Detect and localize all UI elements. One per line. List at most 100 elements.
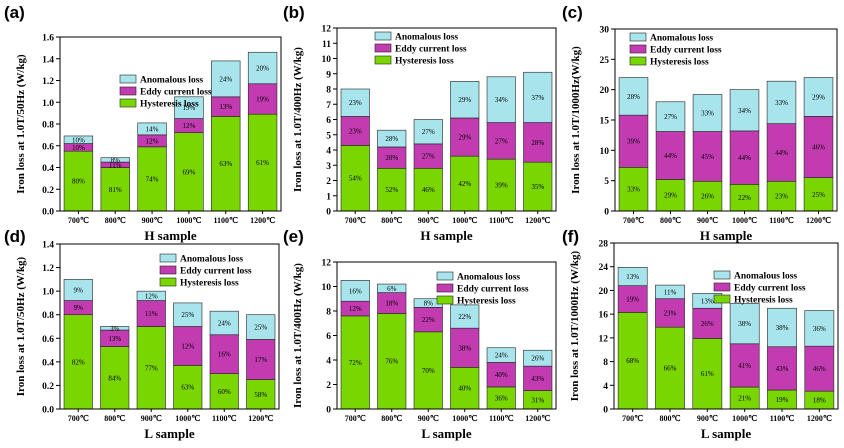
x-axis-label: L sample <box>701 426 751 441</box>
bar-segment <box>63 135 94 144</box>
legend-swatch <box>629 44 647 54</box>
panel-letter: (f) <box>562 227 579 246</box>
y-tick-label: 30 <box>600 26 610 36</box>
data-label: 22% <box>458 313 471 321</box>
y-tick-label: 8 <box>326 308 331 318</box>
bar-segment <box>211 116 241 212</box>
data-label: 61% <box>701 370 714 378</box>
data-label: 23% <box>775 193 788 201</box>
legend-label: Anomalous loss <box>457 273 520 283</box>
y-tick-label: 10 <box>600 147 610 157</box>
data-label: 27% <box>422 153 435 161</box>
y-tick-label: 0.8 <box>42 121 54 131</box>
x-tick-label: 800℃ <box>660 414 681 423</box>
data-label: 19% <box>626 296 639 304</box>
x-tick-label: 700℃ <box>623 216 644 225</box>
bar-segment <box>174 132 204 212</box>
data-label: 43% <box>776 365 789 373</box>
y-tick-label: 3 <box>326 162 331 172</box>
panel-letter: (d) <box>4 227 26 246</box>
bar-segment <box>766 80 797 124</box>
legend-swatch <box>713 282 731 292</box>
legend-label: Eddy current loss <box>457 285 529 295</box>
bar-segment <box>655 131 686 180</box>
y-tick-label: 2 <box>326 381 331 391</box>
bar-segment <box>173 365 203 410</box>
bar-segment <box>340 145 370 212</box>
bar-segment <box>340 280 370 302</box>
data-label: 11% <box>664 288 677 296</box>
y-tick-label: 5 <box>326 131 331 141</box>
x-tick-label: 800℃ <box>105 216 126 225</box>
data-label: 13% <box>108 335 121 343</box>
legend-swatch <box>159 253 177 263</box>
bar-segment <box>803 177 834 212</box>
bar-segment <box>450 327 480 368</box>
x-tick-label: 700℃ <box>68 414 89 423</box>
bar-segment <box>377 313 407 410</box>
y-tick-label: 0.4 <box>42 358 54 368</box>
bar-segment <box>100 157 130 163</box>
bar-segment <box>617 285 648 313</box>
bar-segment <box>655 298 685 328</box>
bar-segment <box>692 131 723 182</box>
x-tick-label: 1000℃ <box>452 414 477 423</box>
panel-letter: (a) <box>4 3 25 22</box>
y-tick-label: 20 <box>599 287 609 297</box>
bar-segment <box>618 114 649 168</box>
bar-segment <box>413 168 443 212</box>
y-tick-label: 0 <box>326 406 331 416</box>
legend-swatch <box>374 43 392 53</box>
data-label: 13% <box>626 273 639 281</box>
x-tick-label: 700℃ <box>68 216 89 225</box>
data-label: 29% <box>458 96 471 104</box>
bar-segment <box>450 155 480 212</box>
bar-segment <box>766 180 797 212</box>
y-tick-label: 0.0 <box>42 406 54 416</box>
y-tick-label: 1.2 <box>42 77 54 87</box>
data-label: 29% <box>458 134 471 142</box>
bar-segment <box>655 101 686 132</box>
plot-frame <box>59 36 282 212</box>
x-axis-label: L sample <box>144 426 194 441</box>
data-label: 36% <box>495 394 508 402</box>
bar-segment <box>729 184 760 212</box>
data-label: 52% <box>385 186 398 194</box>
x-tick-label: 1200℃ <box>807 414 832 423</box>
y-axis-label: Iron loss at 1.0T/400Hz (W/kg) <box>292 47 304 192</box>
chart-panel-3: (c) 0 5 10 15 20 25 30 33% 39% 28% 700℃ 29% 44% 27% 800… <box>562 3 838 243</box>
y-tick-label: 5 <box>604 177 609 187</box>
data-label: 33% <box>627 186 640 194</box>
bar-segment <box>729 303 760 345</box>
data-label: 39% <box>495 182 508 190</box>
data-label: 39% <box>627 138 640 146</box>
data-label: 37% <box>531 94 544 102</box>
bar-segment <box>804 345 835 392</box>
data-label: 13% <box>219 103 232 111</box>
data-label: 24% <box>219 75 232 83</box>
y-tick-label: 2 <box>326 177 331 187</box>
y-tick-label: 1.4 <box>42 241 54 251</box>
bar-segment <box>174 96 204 119</box>
bar-segment <box>246 379 276 410</box>
data-label: 29% <box>812 93 825 101</box>
data-label: 42% <box>458 180 471 188</box>
legend-label: Anomalous loss <box>395 33 458 43</box>
legend-label: Eddy current loss <box>650 46 722 56</box>
bar-segment <box>692 338 723 410</box>
x-tick-label: 900℃ <box>418 216 439 225</box>
bar-segment <box>486 362 516 388</box>
legend-swatch <box>159 277 177 287</box>
legend-swatch <box>713 270 731 280</box>
data-label: 40% <box>495 371 508 379</box>
bar-segment <box>692 180 723 212</box>
legend-swatch <box>629 56 647 66</box>
bar-segment <box>486 347 516 363</box>
legend-swatch <box>713 294 731 304</box>
x-axis-label: H sample <box>144 228 197 243</box>
legend-label: Anomalous loss <box>650 34 713 44</box>
x-tick-label: 900℃ <box>418 414 439 423</box>
x-tick-label: 1100℃ <box>770 414 795 423</box>
x-tick-label: 800℃ <box>660 216 681 225</box>
y-tick-label: 7 <box>326 101 331 111</box>
